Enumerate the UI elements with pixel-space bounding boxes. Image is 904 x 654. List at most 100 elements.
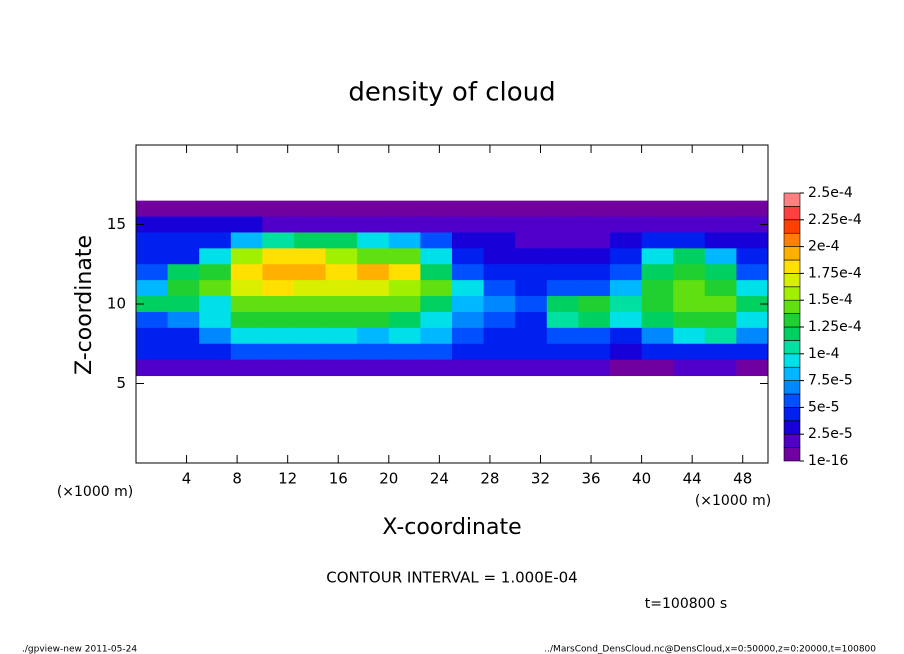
heat-cell <box>546 248 579 265</box>
heat-cell <box>452 232 485 249</box>
heat-cell <box>483 232 516 249</box>
heat-cell <box>167 216 200 233</box>
heat-cell <box>294 311 327 329</box>
heat-cell <box>736 216 769 233</box>
heat-cell <box>641 343 674 361</box>
heat-cell <box>546 200 579 218</box>
heat-cell <box>452 264 485 281</box>
heat-cell <box>199 343 232 361</box>
heat-cell <box>357 232 390 249</box>
y-tick-label: 15 <box>107 215 126 233</box>
heat-cell <box>388 311 421 329</box>
heat-cell <box>199 359 232 377</box>
heat-cell <box>262 248 295 265</box>
colorbar-swatch <box>783 420 801 435</box>
heat-cell <box>167 327 200 345</box>
x-tick-label: 36 <box>581 470 600 488</box>
colorbar-swatch <box>783 433 801 448</box>
heat-cell <box>325 311 358 329</box>
heat-cell <box>673 343 706 361</box>
x-tick-label: 16 <box>329 470 348 488</box>
heat-cell <box>230 248 263 265</box>
heat-cell <box>420 232 453 249</box>
heat-cell <box>357 311 390 329</box>
heat-cell <box>736 264 769 281</box>
heat-cell <box>230 359 263 377</box>
colorbar-swatch <box>783 326 801 341</box>
heat-cell <box>357 248 390 265</box>
heat-cell <box>483 216 516 233</box>
heat-cell <box>578 311 611 329</box>
heat-cell <box>262 311 295 329</box>
heat-cell <box>136 343 169 361</box>
heat-cell <box>230 296 263 313</box>
heat-cell <box>388 232 421 249</box>
colorbar-swatch <box>783 353 801 368</box>
heat-cell <box>736 232 769 249</box>
heat-cell <box>578 359 611 377</box>
heat-cell <box>167 359 200 377</box>
heat-cell <box>136 359 169 377</box>
colorbar-swatch <box>783 259 801 274</box>
heat-cell <box>515 359 548 377</box>
heat-cell <box>136 200 169 218</box>
heat-cell <box>704 200 737 218</box>
heat-cell <box>325 264 358 281</box>
heat-cell <box>167 296 200 313</box>
heat-cell <box>230 200 263 218</box>
heat-cell <box>199 327 232 345</box>
heat-cell <box>641 264 674 281</box>
heat-cell <box>420 311 453 329</box>
heat-cell <box>294 264 327 281</box>
colorbar-swatch <box>783 366 801 381</box>
time-note: t=100800 s <box>645 596 727 612</box>
heat-cell <box>230 216 263 233</box>
heat-cell <box>704 232 737 249</box>
heat-cell <box>199 200 232 218</box>
heat-cell <box>167 200 200 218</box>
colorbar-label: 7.5e-5 <box>808 373 853 389</box>
heat-cell <box>673 248 706 265</box>
heat-cell <box>578 216 611 233</box>
colorbar-label: 1e-4 <box>808 346 840 362</box>
heat-cell <box>673 296 706 313</box>
heat-cell <box>546 343 579 361</box>
heat-cell <box>136 311 169 329</box>
heat-cell <box>673 311 706 329</box>
x-tick-label: 28 <box>480 470 499 488</box>
heat-cell <box>294 343 327 361</box>
heat-cell <box>641 232 674 249</box>
heat-cell <box>357 327 390 345</box>
heat-cell <box>294 359 327 377</box>
y-unit-label: (×1000 m) <box>57 484 133 500</box>
heat-cell <box>199 264 232 281</box>
heat-cell <box>704 264 737 281</box>
heat-cell <box>673 264 706 281</box>
heat-cell <box>483 264 516 281</box>
heat-cell <box>325 216 358 233</box>
heat-cell <box>420 296 453 313</box>
heat-cell <box>452 200 485 218</box>
heat-cell <box>704 311 737 329</box>
heat-cell <box>357 264 390 281</box>
x-tick-label: 32 <box>531 470 550 488</box>
heat-cell <box>641 311 674 329</box>
heat-cell <box>357 216 390 233</box>
heat-cell <box>262 296 295 313</box>
colorbar-swatch <box>783 206 801 221</box>
heat-cell <box>420 280 453 297</box>
x-tick-label: 8 <box>232 470 242 488</box>
heat-cell <box>452 296 485 313</box>
heat-cell <box>294 280 327 297</box>
heat-cell <box>610 232 643 249</box>
heat-cell <box>483 248 516 265</box>
heat-cell <box>199 280 232 297</box>
heat-cell <box>546 296 579 313</box>
x-tick-label: 12 <box>278 470 297 488</box>
heat-cell <box>452 343 485 361</box>
heat-cell <box>578 280 611 297</box>
heat-cell <box>515 216 548 233</box>
heat-cell <box>294 232 327 249</box>
heat-cell <box>641 248 674 265</box>
heat-cell <box>704 327 737 345</box>
